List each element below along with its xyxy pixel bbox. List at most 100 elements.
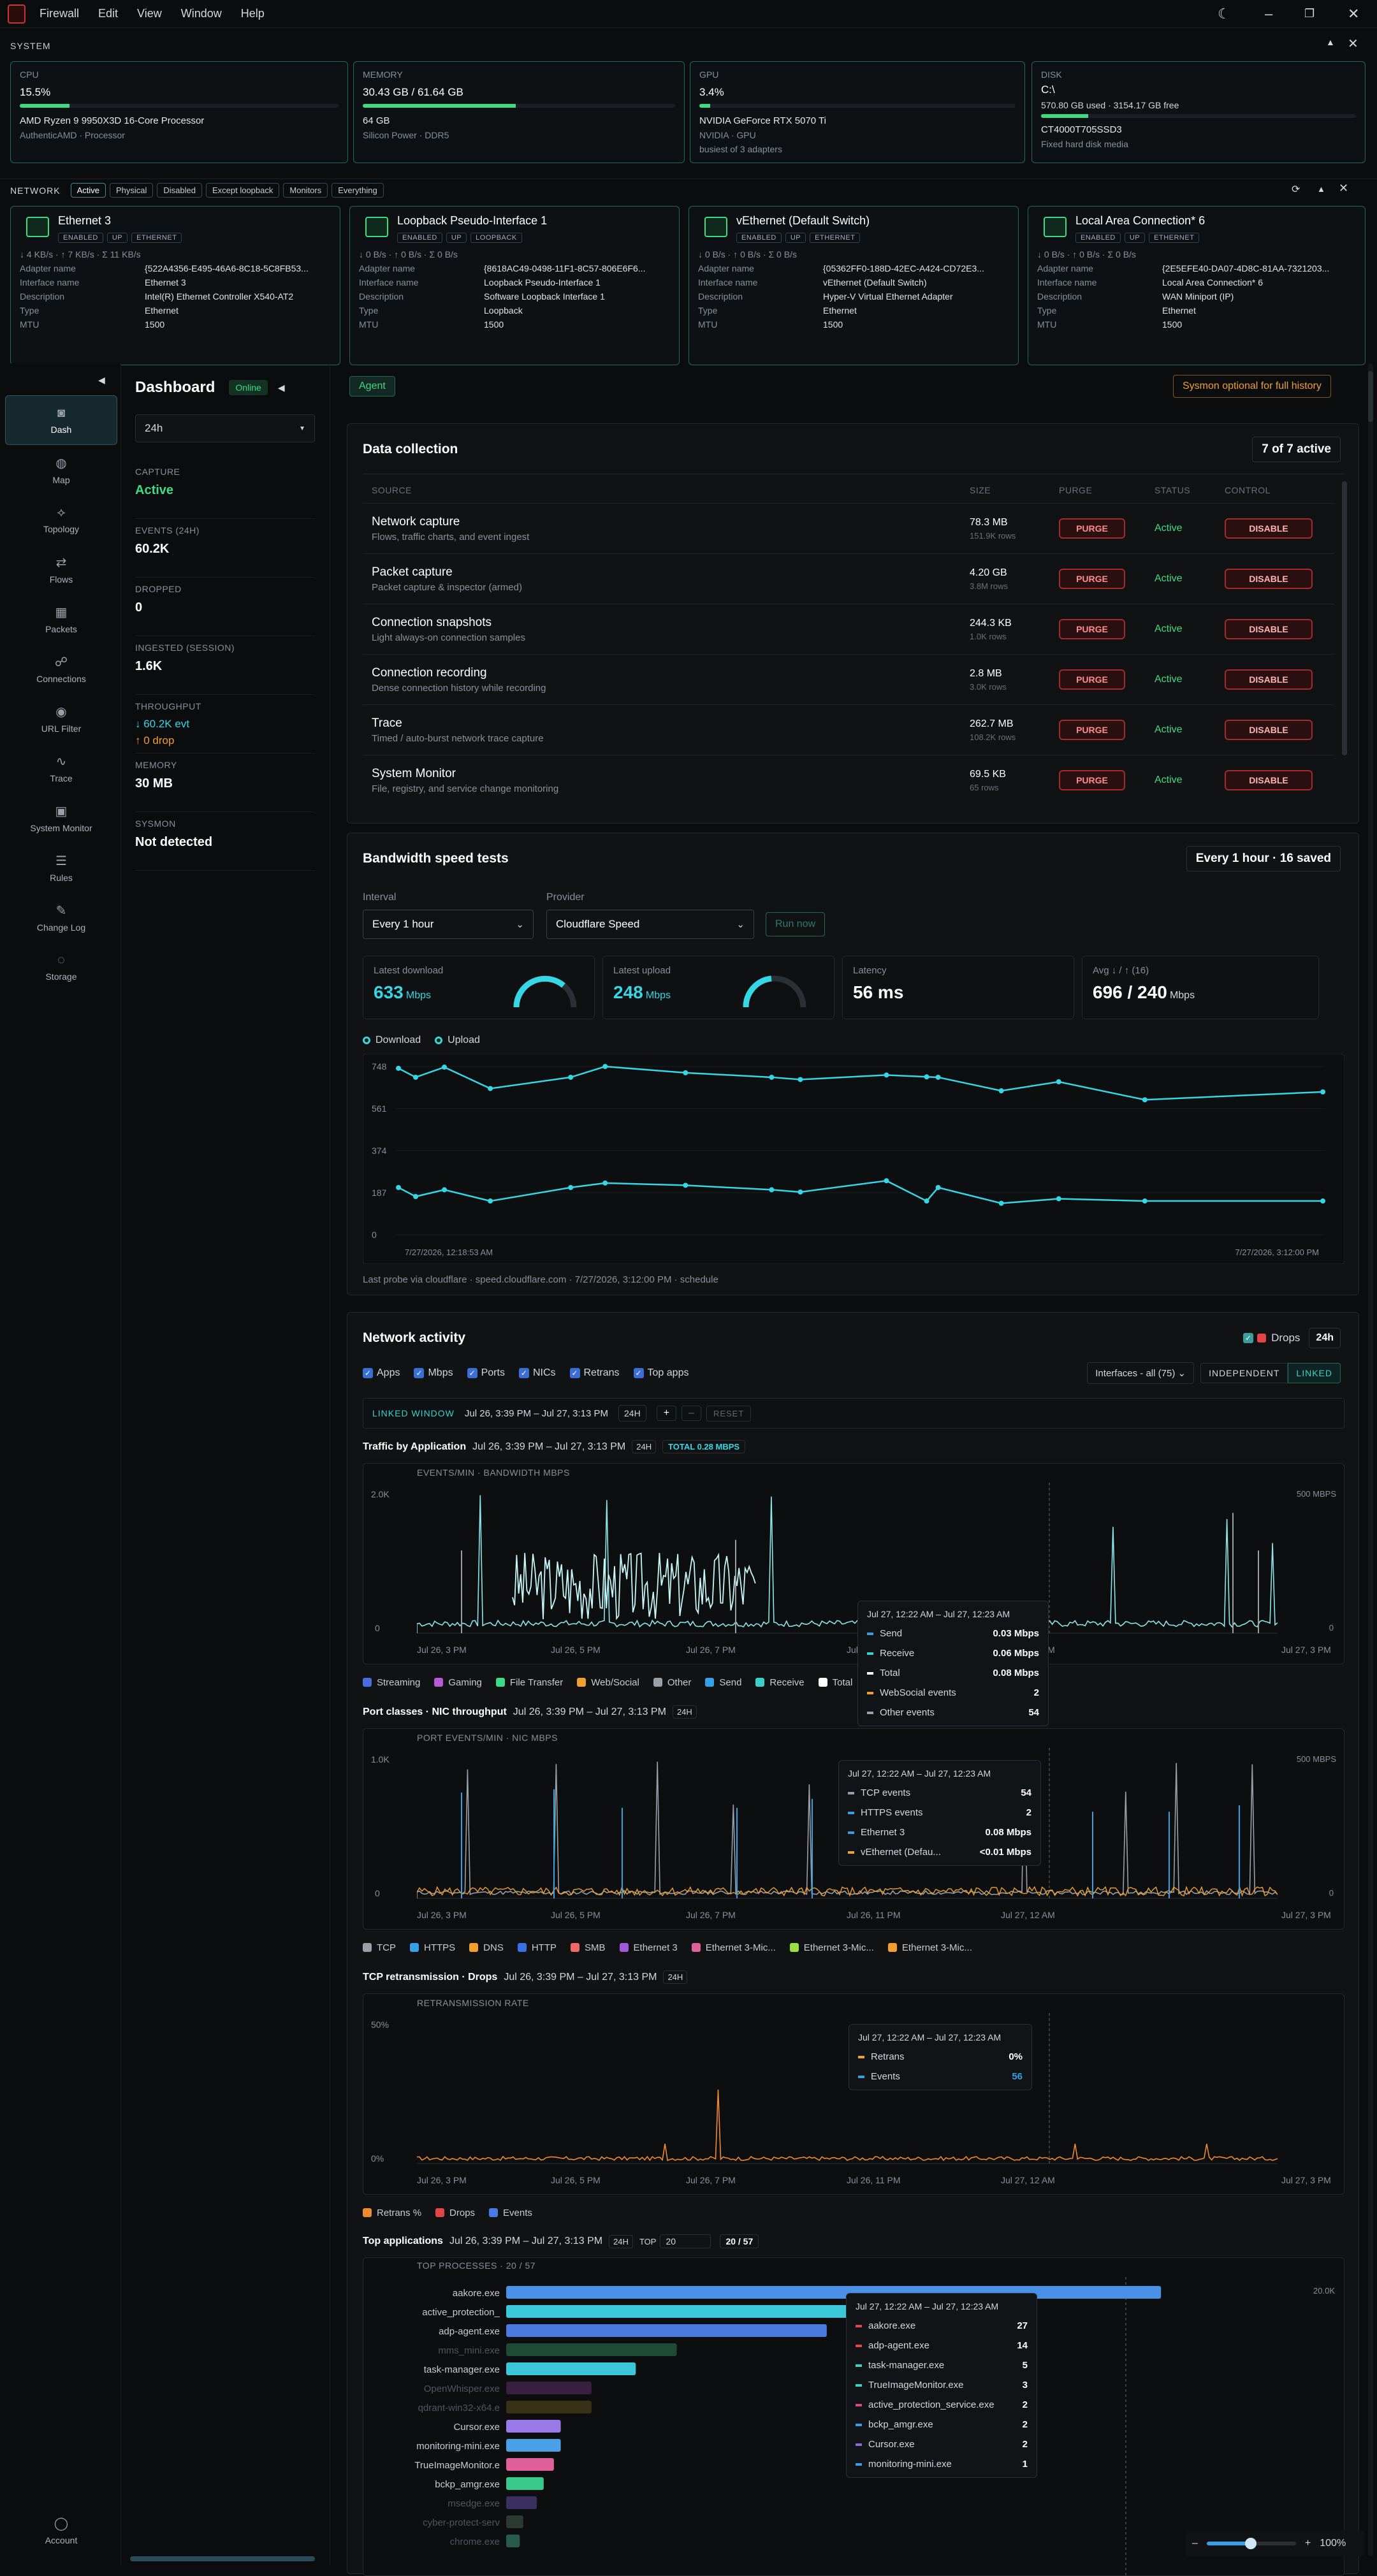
legend-item[interactable]: HTTP bbox=[517, 1942, 557, 1953]
nav-rules[interactable]: ☰ Rules bbox=[5, 843, 117, 892]
nic-card[interactable]: vEthernet (Default Switch) ENABLED UP ETHER… bbox=[688, 206, 1019, 365]
provider-select[interactable]: Cloudflare Speed ⌄ bbox=[546, 910, 754, 939]
range-select[interactable]: 24h ▼ bbox=[135, 414, 315, 442]
network-collapse-icon[interactable]: ▲ bbox=[1317, 184, 1325, 194]
nav-system-monitor[interactable]: ▣ System Monitor bbox=[5, 793, 117, 843]
legend-item[interactable]: Ethernet 3-Mic... bbox=[691, 1942, 776, 1953]
filter-disabled[interactable]: Disabled bbox=[157, 183, 202, 198]
purge-button[interactable]: PURGE bbox=[1059, 720, 1125, 740]
purge-button[interactable]: PURGE bbox=[1059, 669, 1125, 690]
filter-except-loopback[interactable]: Except loopback bbox=[205, 183, 280, 198]
zoom-out-button[interactable]: – bbox=[681, 1406, 701, 1421]
nav-flows[interactable]: ⇄ Flows bbox=[5, 544, 117, 594]
nic-card[interactable]: Ethernet 3 ENABLED UP ETHERNET ↓ 4 KB/s · ↑ … bbox=[10, 206, 340, 365]
topapps-bar[interactable] bbox=[506, 2420, 561, 2433]
disable-button[interactable]: DISABLE bbox=[1225, 770, 1313, 790]
topapps-bar[interactable] bbox=[506, 2324, 827, 2337]
nav-packets[interactable]: ▦ Packets bbox=[5, 594, 117, 644]
close-icon[interactable]: ✕ bbox=[1348, 5, 1360, 22]
legend-item[interactable]: Retrans % bbox=[363, 2208, 421, 2218]
topapps-bar[interactable] bbox=[506, 2401, 592, 2413]
top-input[interactable]: 20 bbox=[660, 2234, 711, 2248]
legend-item[interactable]: Receive bbox=[755, 1677, 805, 1688]
legend-item[interactable]: TCP bbox=[363, 1942, 396, 1953]
sysmon-note[interactable]: Sysmon optional for full history bbox=[1173, 375, 1331, 398]
disable-button[interactable]: DISABLE bbox=[1225, 720, 1313, 740]
purge-button[interactable]: PURGE bbox=[1059, 619, 1125, 639]
filter-monitors[interactable]: Monitors bbox=[283, 183, 328, 198]
legend-item[interactable]: Events bbox=[489, 2208, 532, 2218]
minimize-icon[interactable]: – bbox=[1265, 5, 1273, 22]
topapps-bar[interactable] bbox=[506, 2305, 889, 2318]
legend-item[interactable]: File Transfer bbox=[495, 1677, 563, 1688]
legend-item[interactable]: DNS bbox=[469, 1942, 504, 1953]
topapps-bar[interactable] bbox=[506, 2458, 554, 2471]
nav-url-filter[interactable]: ◉ URL Filter bbox=[5, 694, 117, 743]
legend-item[interactable]: Drops bbox=[435, 2208, 475, 2218]
theme-icon[interactable]: ☾ bbox=[1218, 5, 1230, 22]
legend-item[interactable]: Streaming bbox=[363, 1677, 420, 1688]
topapps-range[interactable]: 24H bbox=[609, 2234, 633, 2248]
purge-button[interactable]: PURGE bbox=[1059, 518, 1125, 539]
legend-item[interactable]: Gaming bbox=[434, 1677, 482, 1688]
menu-view[interactable]: View bbox=[137, 7, 162, 20]
topapps-bar[interactable] bbox=[506, 2515, 523, 2528]
filter-physical[interactable]: Physical bbox=[109, 183, 154, 198]
legend-item[interactable]: Ethernet 3 bbox=[619, 1942, 678, 1953]
check-nics[interactable]: ✓ bbox=[518, 1368, 529, 1378]
legend-item[interactable]: Send bbox=[705, 1677, 741, 1688]
menu-help[interactable]: Help bbox=[240, 7, 265, 20]
topapps-bar[interactable] bbox=[506, 2477, 544, 2490]
topapps-bar[interactable] bbox=[506, 2362, 636, 2375]
retrans-range[interactable]: 24H bbox=[663, 1970, 688, 1984]
disable-button[interactable]: DISABLE bbox=[1225, 518, 1313, 539]
legend-item[interactable]: Ethernet 3-Mic... bbox=[789, 1942, 874, 1953]
vertical-scrollbar[interactable] bbox=[1368, 363, 1373, 2556]
nav-topology[interactable]: ⟡ Topology bbox=[5, 495, 117, 544]
topapps-bar[interactable] bbox=[506, 2382, 592, 2394]
filter-active[interactable]: Active bbox=[70, 183, 106, 198]
check-apps[interactable]: ✓ bbox=[363, 1368, 373, 1378]
collapse-icon[interactable]: ▲ bbox=[1326, 37, 1335, 47]
horizontal-scrollbar[interactable] bbox=[130, 2556, 315, 2561]
nav-map[interactable]: ◍ Map bbox=[5, 445, 117, 495]
topapps-bar[interactable] bbox=[506, 2496, 537, 2509]
nav-trace[interactable]: ∿ Trace bbox=[5, 743, 117, 793]
legend-item[interactable]: Web/Social bbox=[577, 1677, 639, 1688]
zoom-minus-icon[interactable]: – bbox=[1192, 2538, 1198, 2549]
menu-window[interactable]: Window bbox=[180, 7, 222, 20]
traffic-range[interactable]: 24H bbox=[632, 1440, 657, 1453]
nav-storage[interactable]: ◌ Storage bbox=[5, 942, 117, 992]
purge-button[interactable]: PURGE bbox=[1059, 569, 1125, 589]
interfaces-select[interactable]: Interfaces - all (75) ⌄ bbox=[1087, 1362, 1195, 1384]
purge-button[interactable]: PURGE bbox=[1059, 770, 1125, 790]
check-retrans[interactable]: ✓ bbox=[569, 1368, 580, 1378]
disable-button[interactable]: DISABLE bbox=[1225, 619, 1313, 639]
check-mbps[interactable]: ✓ bbox=[414, 1368, 425, 1378]
dash-collapse-icon[interactable]: ◀ bbox=[277, 382, 285, 393]
topapps-bar[interactable] bbox=[506, 2343, 677, 2356]
disable-button[interactable]: DISABLE bbox=[1225, 569, 1313, 589]
activity-range[interactable]: 24h bbox=[1309, 1328, 1341, 1348]
system-close-icon[interactable]: ✕ bbox=[1348, 37, 1359, 51]
datacol-scrollbar[interactable] bbox=[1342, 481, 1347, 755]
legend-item[interactable]: SMB bbox=[571, 1942, 606, 1953]
zoom-plus-icon[interactable]: + bbox=[1304, 2538, 1311, 2549]
mode-independent[interactable]: INDEPENDENT bbox=[1200, 1363, 1288, 1383]
run-now-button[interactable]: Run now bbox=[766, 912, 826, 936]
nav-dash[interactable]: ◙ Dash bbox=[5, 395, 117, 445]
menu-edit[interactable]: Edit bbox=[98, 7, 119, 20]
legend-item[interactable]: HTTPS bbox=[410, 1942, 455, 1953]
legend-item[interactable]: Total bbox=[818, 1677, 852, 1688]
nav-change-log[interactable]: ✎ Change Log bbox=[5, 892, 117, 942]
ports-range[interactable]: 24H bbox=[672, 1705, 697, 1719]
refresh-icon[interactable]: ⟳ bbox=[1292, 184, 1300, 195]
interval-select[interactable]: Every 1 hour ⌄ bbox=[363, 910, 534, 939]
nic-card[interactable]: Loopback Pseudo-Interface 1 ENABLED UP LOOP… bbox=[349, 206, 680, 365]
check-top-apps[interactable]: ✓ bbox=[633, 1368, 644, 1378]
drops-checkbox[interactable]: ✓ bbox=[1243, 1333, 1254, 1343]
zoom-slider[interactable] bbox=[1206, 2538, 1296, 2549]
filter-everything[interactable]: Everything bbox=[332, 183, 384, 198]
nav-collapse-icon[interactable]: ◀ bbox=[98, 375, 105, 385]
nav-connections[interactable]: ☍ Connections bbox=[5, 644, 117, 694]
